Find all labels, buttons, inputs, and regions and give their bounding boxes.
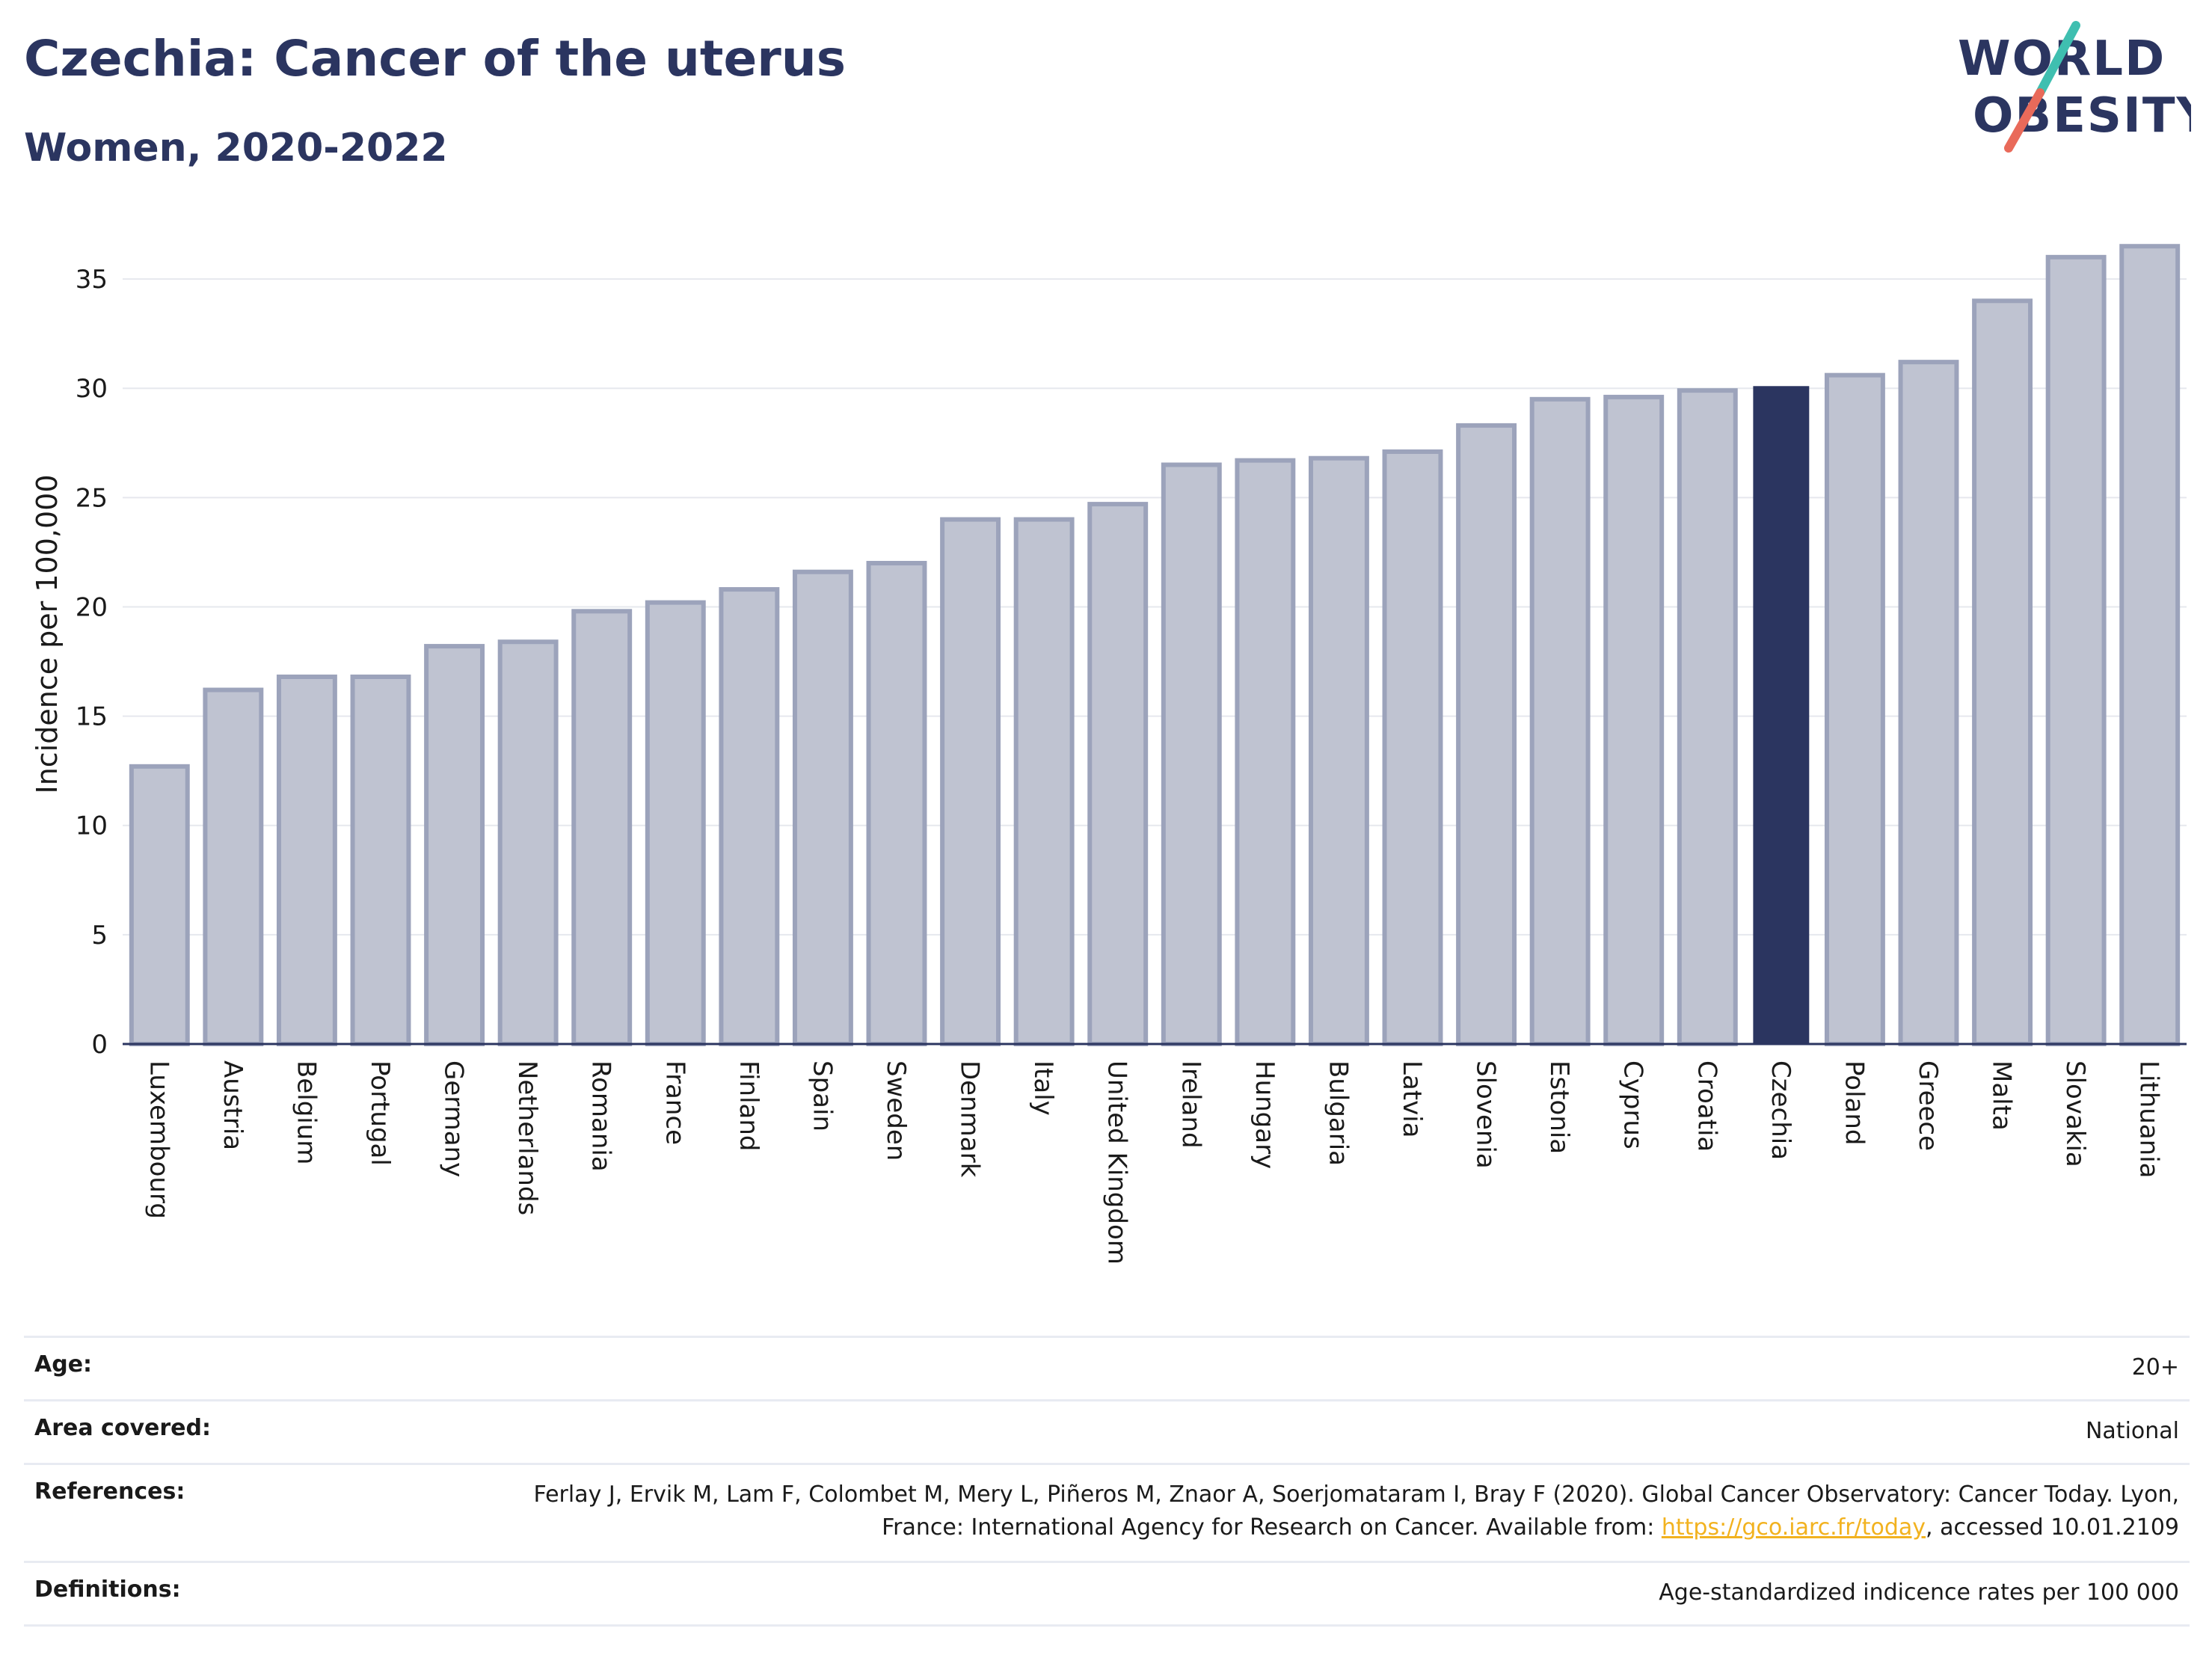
- x-tick-label: France: [660, 1060, 689, 1145]
- x-tick-label: Hungary: [1250, 1060, 1279, 1169]
- x-tick-label: Latvia: [1397, 1060, 1427, 1138]
- x-tick-label: Spain: [807, 1060, 837, 1132]
- meta-area-label: Area covered:: [34, 1415, 211, 1441]
- bar: [424, 644, 485, 1046]
- y-tick-label: 15: [76, 702, 108, 732]
- bar: [1753, 386, 1810, 1044]
- bar: [1013, 517, 1075, 1046]
- y-tick-label: 25: [76, 483, 108, 513]
- y-tick-label: 30: [76, 374, 108, 404]
- y-tick-label: 35: [76, 265, 108, 295]
- y-tick-label: 20: [76, 592, 108, 622]
- x-tick-label: Sweden: [881, 1060, 911, 1161]
- bar: [276, 674, 337, 1046]
- bar: [1308, 455, 1369, 1046]
- bar: [866, 561, 927, 1046]
- meta-ref-value: Ferlay J, Ervik M, Lam F, Colombet M, Me…: [459, 1479, 2179, 1544]
- bar: [792, 569, 853, 1046]
- metadata-table: Age: 20+ Area covered: National Referenc…: [24, 1336, 2190, 1627]
- meta-age-value: 20+: [2131, 1354, 2179, 1381]
- meta-row-definitions: Definitions: Age-standardized indicence …: [24, 1561, 2190, 1627]
- x-tick-label: Denmark: [955, 1060, 985, 1178]
- x-tick-label: Belgium: [291, 1060, 321, 1164]
- bar: [1529, 396, 1591, 1046]
- meta-def-label: Definitions:: [34, 1576, 181, 1603]
- bar: [350, 674, 411, 1046]
- x-tick-label: Luxembourg: [144, 1060, 173, 1219]
- x-tick-label: Italy: [1028, 1060, 1058, 1116]
- logo-slash-coral: [2004, 88, 2044, 153]
- bar: [1972, 298, 2033, 1046]
- bar: [497, 639, 559, 1046]
- logo-line-2: OBESITY: [1973, 88, 2191, 144]
- bar: [1087, 502, 1149, 1046]
- x-tick-label: Austria: [218, 1060, 248, 1150]
- chart-title: Czechia: Cancer of the uterus: [24, 30, 847, 87]
- bar: [1677, 388, 1738, 1046]
- x-tick-label: Germany: [439, 1060, 469, 1177]
- x-tick-label: Greece: [1913, 1060, 1943, 1151]
- bar: [940, 517, 1001, 1046]
- x-tick-label: Lithuania: [2134, 1060, 2164, 1178]
- bar: [719, 587, 780, 1046]
- x-tick-label: Portugal: [365, 1060, 395, 1166]
- meta-row-age: Age: 20+: [24, 1336, 2190, 1399]
- meta-area-value: National: [2085, 1418, 2179, 1444]
- x-tick-label: Slovenia: [1471, 1060, 1501, 1169]
- x-tick-label: Czechia: [1766, 1060, 1795, 1160]
- bar: [1456, 423, 1517, 1046]
- bar: [1824, 372, 1885, 1046]
- x-tick-label: Netherlands: [512, 1060, 542, 1215]
- bar: [645, 600, 706, 1046]
- x-tick-label: Bulgaria: [1323, 1060, 1353, 1166]
- bar-chart: 0 5 10 15 20 25 30 35 Incidence per 100,000 Luxem…: [31, 244, 2187, 1265]
- y-tick-label: 10: [76, 811, 108, 841]
- y-tick-label: 0: [91, 1030, 108, 1060]
- bar: [1898, 360, 1959, 1046]
- bar: [571, 609, 633, 1046]
- bar: [1161, 462, 1222, 1046]
- y-axis-label: Incidence per 100,000: [31, 474, 64, 793]
- reference-link[interactable]: https://gco.iarc.fr/today: [1661, 1514, 1926, 1541]
- meta-ref-label: References:: [34, 1479, 185, 1505]
- x-tick-label: Malta: [1987, 1060, 2017, 1131]
- y-tick-label: 5: [91, 921, 108, 951]
- x-tick-label: Romania: [586, 1060, 616, 1172]
- x-tick-label: Finland: [734, 1060, 764, 1152]
- meta-def-value: Age-standardized indicence rates per 100…: [1659, 1579, 2179, 1606]
- bar: [1382, 449, 1443, 1046]
- world-obesity-logo: WORLD OBESITY: [1958, 21, 2191, 153]
- x-tick-label: Slovakia: [2060, 1060, 2090, 1167]
- x-tick-label: Cyprus: [1618, 1060, 1648, 1149]
- bar: [1603, 394, 1665, 1046]
- x-tick-label: Ireland: [1176, 1060, 1205, 1149]
- chart-subtitle: Women, 2020-2022: [24, 126, 448, 171]
- bar: [2045, 254, 2107, 1047]
- logo-slash-teal: [2036, 21, 2080, 97]
- meta-age-label: Age:: [34, 1351, 93, 1378]
- bar: [1235, 458, 1296, 1046]
- bar: [2119, 244, 2181, 1046]
- meta-row-area: Area covered: National: [24, 1399, 2190, 1463]
- x-tick-label: Estonia: [1544, 1060, 1574, 1154]
- meta-ref-text: Ferlay J, Ervik M, Lam F, Colombet M, Me…: [533, 1481, 2179, 1541]
- x-tick-label: United Kingdom: [1102, 1060, 1132, 1265]
- x-tick-label: Poland: [1839, 1060, 1869, 1146]
- x-tick-label: Croatia: [1692, 1060, 1721, 1152]
- bar: [129, 764, 190, 1046]
- meta-ref-text-after: , accessed 10.01.2109: [1926, 1514, 2179, 1541]
- bar: [203, 687, 264, 1046]
- meta-row-references: References: Ferlay J, Ervik M, Lam F, Co…: [24, 1463, 2190, 1561]
